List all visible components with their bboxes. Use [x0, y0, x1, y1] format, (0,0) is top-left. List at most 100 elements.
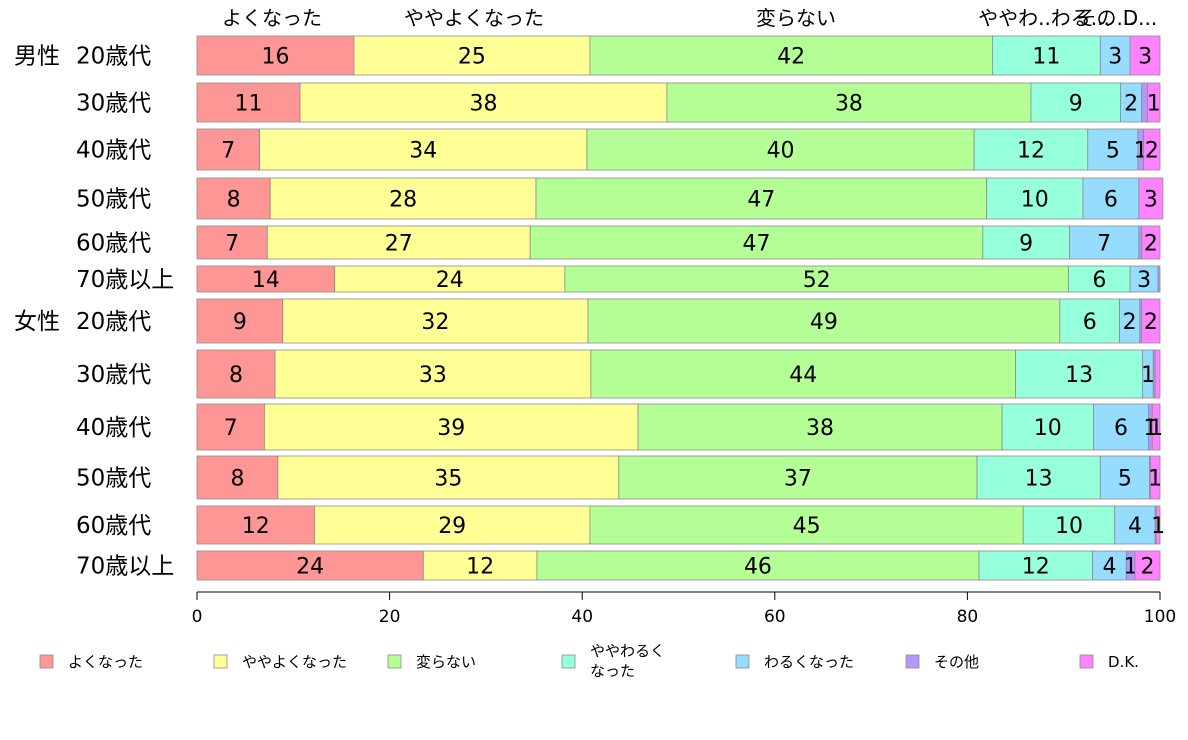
data-label: 2 [1140, 555, 1154, 580]
bar-segment [973, 128, 1089, 171]
bar-segment [1143, 128, 1161, 171]
data-label: 35 [434, 467, 462, 492]
bar-segment [299, 82, 668, 123]
data-label: 6 [1104, 188, 1118, 213]
bar-segment [1069, 225, 1140, 260]
data-label: 27 [385, 232, 413, 257]
bar-segment [196, 82, 301, 123]
row-label: 20歳代 [76, 44, 151, 70]
bar-segment [1087, 128, 1139, 171]
data-label: 7 [221, 139, 235, 164]
data-label: 52 [803, 268, 831, 293]
group-label: 男性 [14, 44, 60, 70]
bar-segment [314, 505, 591, 545]
data-label: 2 [1145, 139, 1159, 164]
bar-segment [536, 550, 980, 581]
data-label: 8 [227, 188, 241, 213]
data-label: 7 [1097, 232, 1111, 257]
data-label: 46 [744, 555, 772, 580]
bar-segment [422, 550, 538, 581]
bar-segment [1141, 298, 1161, 344]
bar-segment [1068, 265, 1131, 293]
bar-segment [535, 177, 988, 220]
data-label: 9 [233, 310, 247, 335]
data-label: 29 [438, 514, 466, 539]
row-label: 60歳代 [76, 231, 151, 257]
data-label: 8 [230, 467, 244, 492]
data-label: 3 [1144, 188, 1158, 213]
column-header: D... [1123, 6, 1157, 30]
bar-segment [1015, 349, 1144, 399]
data-label: 6 [1114, 416, 1128, 441]
bar-segment [266, 225, 531, 260]
data-label: 47 [747, 188, 775, 213]
data-label: 10 [1021, 188, 1049, 213]
legend-swatch [213, 654, 228, 669]
bar-segment [1141, 225, 1161, 260]
group-label: 女性 [14, 309, 60, 335]
bar-segment [1129, 35, 1161, 76]
bar-segment [992, 35, 1101, 76]
data-label: 38 [835, 92, 863, 117]
bar-segment [196, 298, 284, 344]
data-label: 12 [1017, 139, 1045, 164]
x-tick-label: 20 [379, 607, 401, 627]
bar-segment [196, 455, 279, 500]
bar-segment [1030, 82, 1121, 123]
data-label: 13 [1065, 363, 1093, 388]
legend-swatch [1079, 654, 1094, 669]
legend-label: わるくなった [764, 653, 854, 671]
bar-segment [1138, 225, 1143, 260]
column-header: ややわ..わる... [978, 6, 1110, 30]
row-label: 60歳代 [76, 513, 151, 539]
data-label: 2 [1144, 232, 1158, 257]
legend-swatch [735, 654, 750, 669]
x-tick-label: 40 [571, 607, 593, 627]
data-label: 16 [261, 45, 289, 70]
row-label: 30歳代 [76, 91, 151, 117]
legend-swatch [387, 654, 402, 669]
bar-segment [986, 177, 1084, 220]
row-label: 30歳代 [76, 362, 151, 388]
legend-swatch [561, 654, 576, 669]
row-label: 50歳代 [76, 187, 151, 213]
bar-segment [196, 177, 271, 220]
data-label: 4 [1128, 514, 1142, 539]
bar-segment [1059, 298, 1120, 344]
data-label: 38 [806, 416, 834, 441]
bar-segment [1092, 550, 1127, 581]
data-label: 1 [1151, 514, 1165, 539]
bar-segment [1134, 550, 1161, 581]
data-label: 40 [767, 139, 795, 164]
data-label: 2 [1123, 310, 1137, 335]
bar-segment [269, 177, 537, 220]
bar-segment [587, 298, 1061, 344]
bar-segment [196, 225, 268, 260]
data-label: 49 [810, 310, 838, 335]
legend-swatch [905, 654, 920, 669]
column-header: 変らない [756, 6, 836, 30]
bar-segment [1154, 349, 1161, 399]
data-label: 11 [235, 92, 263, 117]
data-label: 3 [1137, 268, 1151, 293]
data-label: 3 [1108, 45, 1122, 70]
bar-segment [1138, 177, 1164, 220]
legend-label: 変らない [416, 653, 476, 671]
data-label: 14 [252, 268, 280, 293]
data-label: 2 [1144, 310, 1158, 335]
data-label: 45 [793, 514, 821, 539]
data-label: 5 [1106, 139, 1120, 164]
bar-segment [586, 128, 975, 171]
data-label: 42 [777, 45, 805, 70]
bar-segment [196, 550, 424, 581]
legend-label: ややわるく [590, 642, 665, 660]
data-label: 1 [1147, 92, 1161, 117]
bar-segment [1157, 265, 1161, 293]
data-label: 24 [436, 268, 464, 293]
data-label: 9 [1069, 92, 1083, 117]
column-header: ややよくなった [404, 6, 544, 30]
x-tick-label: 100 [1144, 607, 1176, 627]
data-label: 7 [225, 232, 239, 257]
